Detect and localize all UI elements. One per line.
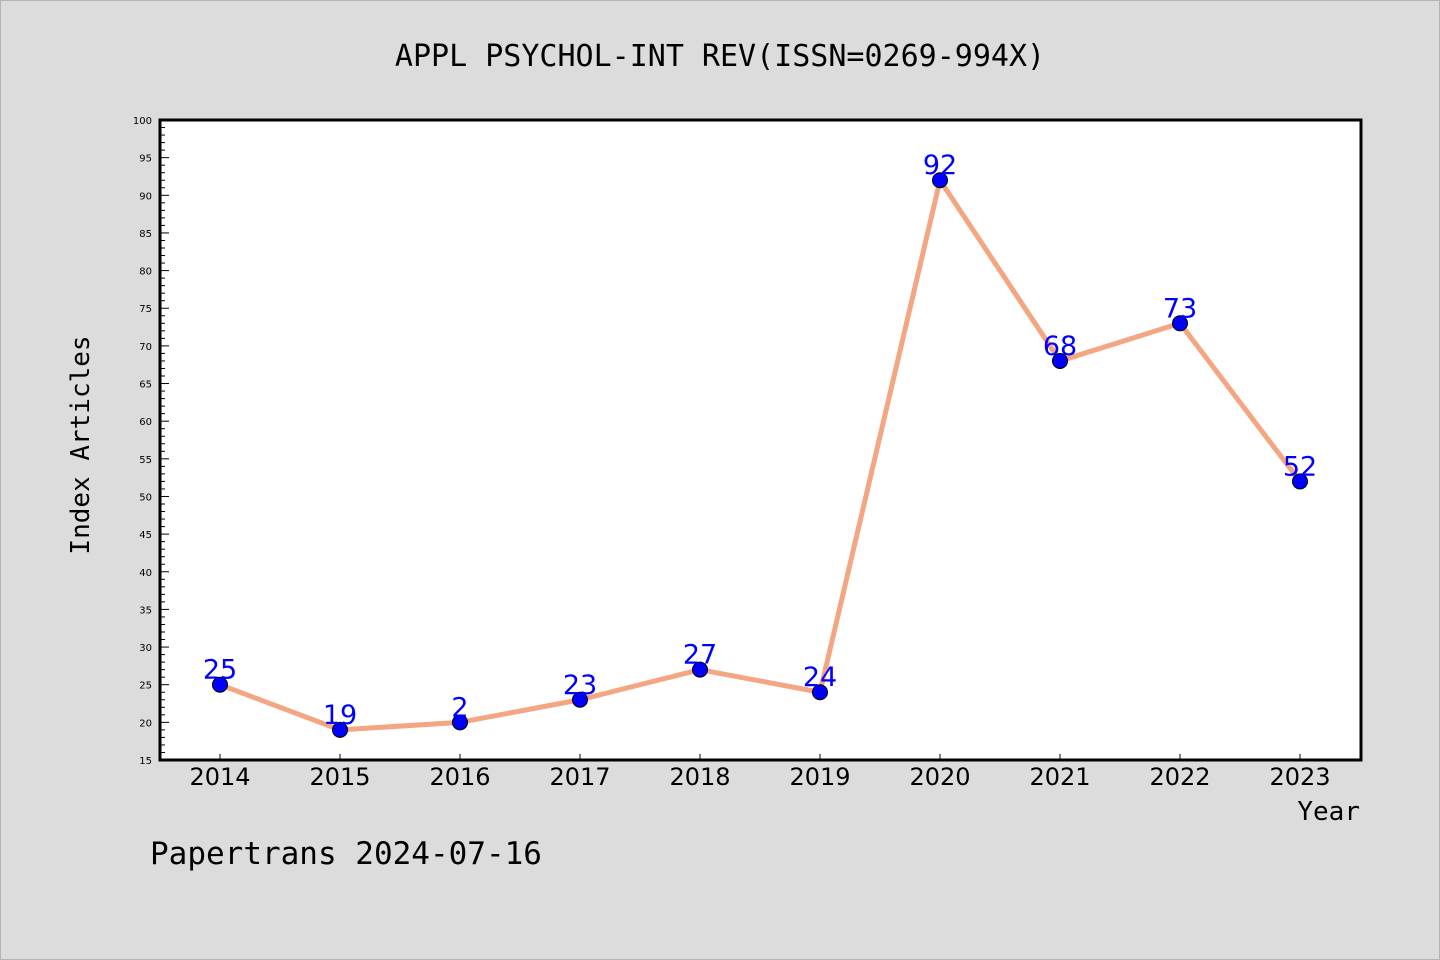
data-label: 68 bbox=[1043, 331, 1077, 362]
x-tick-label: 2022 bbox=[1149, 763, 1210, 791]
y-tick-label: 40 bbox=[139, 568, 152, 579]
y-tick-label: 55 bbox=[139, 455, 152, 466]
data-labels: 25 19 2 23 27 24 92 68 73 52 bbox=[203, 150, 1317, 731]
data-point bbox=[812, 684, 828, 701]
y-tick-label: 20 bbox=[139, 718, 152, 729]
footer-credit: Papertrans 2024-07-16 bbox=[150, 836, 542, 872]
y-tick-label: 25 bbox=[139, 681, 152, 692]
x-tick-label: 2018 bbox=[669, 763, 730, 791]
x-tick-label: 2019 bbox=[789, 763, 850, 791]
y-tick-label: 85 bbox=[139, 229, 152, 240]
y-tick-label: 30 bbox=[139, 643, 152, 654]
data-label: 27 bbox=[683, 640, 717, 671]
x-tick-label: 2016 bbox=[429, 763, 490, 791]
x-tick-label: 2021 bbox=[1029, 763, 1090, 791]
data-label: 92 bbox=[923, 150, 957, 181]
data-label: 19 bbox=[323, 700, 357, 731]
y-tick-label: 65 bbox=[139, 380, 152, 391]
data-label: 25 bbox=[203, 655, 237, 686]
data-point bbox=[332, 721, 348, 738]
data-point bbox=[1052, 352, 1068, 369]
y-tick-label: 80 bbox=[139, 267, 152, 278]
y-tick-label: 35 bbox=[139, 605, 152, 616]
data-label: 2 bbox=[451, 692, 468, 723]
x-tick-label: 2020 bbox=[909, 763, 970, 791]
x-tick-label: 2015 bbox=[309, 763, 370, 791]
x-tick-label: 2023 bbox=[1269, 763, 1330, 791]
y-tick-label: 75 bbox=[139, 304, 152, 315]
data-series bbox=[212, 172, 1308, 738]
y-tick-label: 90 bbox=[139, 191, 152, 202]
plot-area bbox=[158, 118, 1363, 762]
data-point bbox=[932, 172, 948, 189]
y-tick-label: 50 bbox=[139, 492, 152, 503]
y-tick-label: 45 bbox=[139, 530, 152, 541]
y-tick-label: 100 bbox=[133, 116, 152, 127]
y-axis-title: Index Articles bbox=[66, 335, 96, 554]
data-label: 23 bbox=[563, 670, 597, 701]
x-tick-label: 2017 bbox=[549, 763, 610, 791]
x-tick-label: 2014 bbox=[189, 763, 250, 791]
data-point bbox=[452, 714, 468, 731]
data-label: 73 bbox=[1163, 293, 1197, 324]
data-point bbox=[1292, 473, 1308, 490]
chart-title: APPL PSYCHOL-INT REV(ISSN=0269-994X) bbox=[395, 39, 1045, 74]
data-point bbox=[572, 691, 588, 708]
data-label: 24 bbox=[803, 662, 837, 693]
series-line bbox=[217, 177, 1303, 733]
data-point bbox=[692, 661, 708, 678]
y-axis: 15 20 25 30 35 40 45 50 55 60 65 70 75 80 85 90 95 100 bbox=[133, 116, 169, 767]
data-label: 52 bbox=[1283, 451, 1317, 482]
data-point bbox=[212, 676, 228, 693]
x-axis-title: Year bbox=[1297, 797, 1360, 827]
x-axis: 2014 2015 2016 2017 2018 2019 2020 2021 2022 2023 bbox=[189, 754, 1331, 791]
y-tick-label: 95 bbox=[139, 154, 152, 165]
y-tick-label: 15 bbox=[139, 756, 152, 767]
y-tick-label: 70 bbox=[139, 342, 152, 353]
y-tick-label: 60 bbox=[139, 417, 152, 428]
data-point bbox=[1172, 315, 1188, 332]
